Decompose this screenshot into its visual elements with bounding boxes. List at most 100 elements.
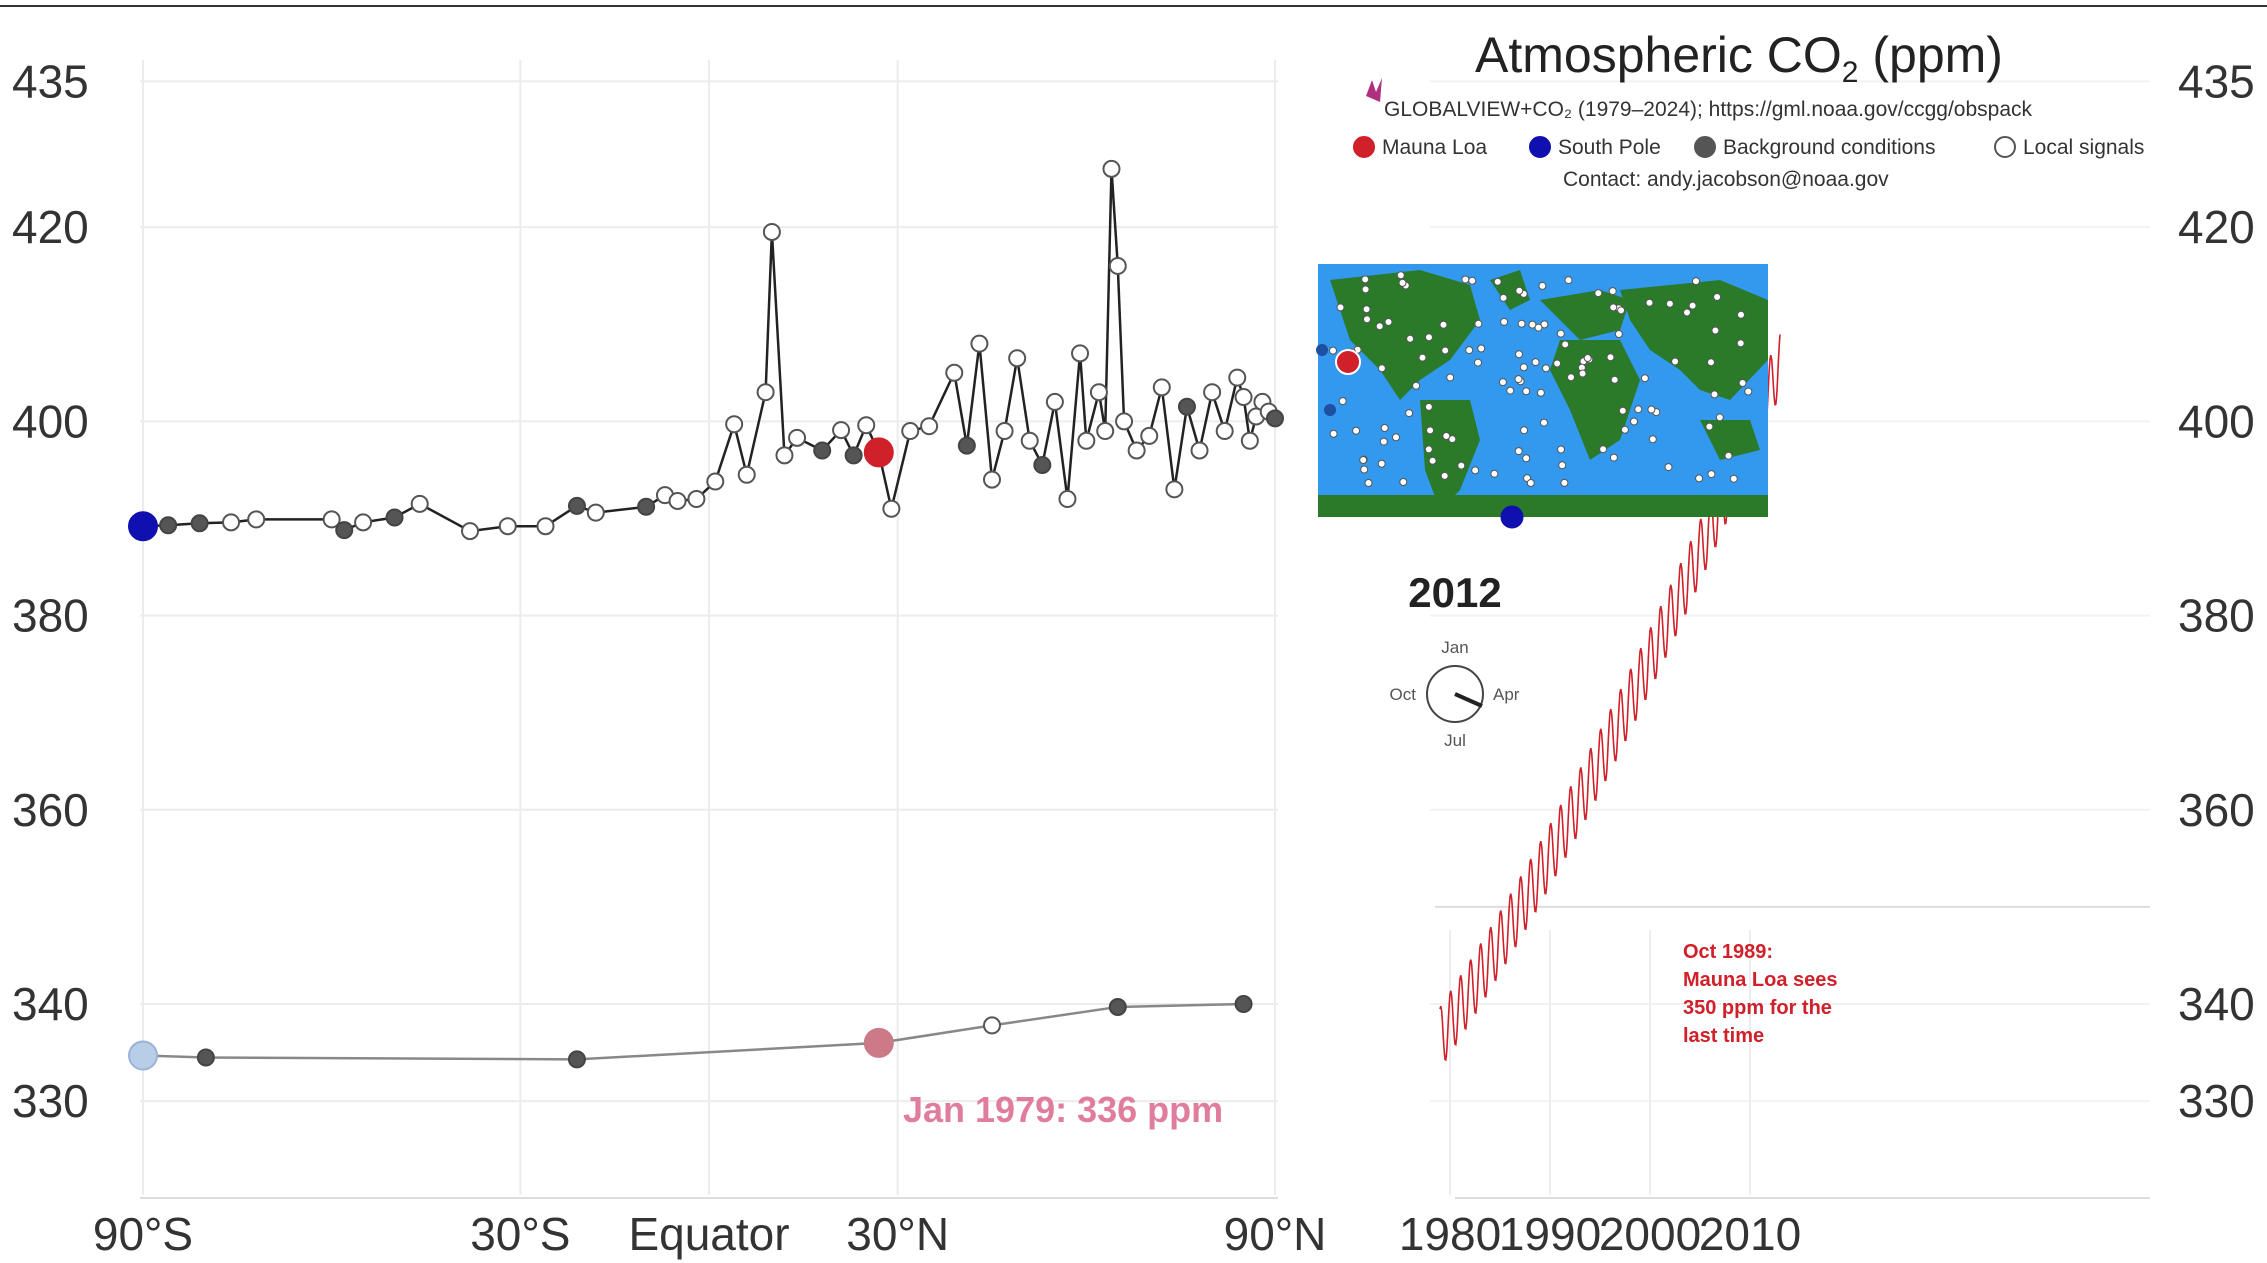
right-y-axis-labels: 330 340 360 380 400 420 435 xyxy=(2178,55,2255,1127)
data-point xyxy=(354,513,373,532)
map-station xyxy=(1406,334,1415,343)
data-point xyxy=(1177,397,1196,416)
right-gridlines xyxy=(1430,80,2150,1199)
map-station xyxy=(1729,474,1738,483)
map-station xyxy=(1442,432,1451,440)
map-station xyxy=(1618,406,1627,415)
data-point xyxy=(1228,368,1247,387)
map-station xyxy=(1640,374,1649,383)
y-tick-label-right: 340 xyxy=(2178,978,2255,1030)
data-point xyxy=(1108,997,1127,1016)
data-point xyxy=(1190,441,1209,460)
map-station xyxy=(1648,435,1657,444)
data-point xyxy=(1240,431,1259,450)
map-station xyxy=(1461,275,1470,284)
legend-marker xyxy=(1529,136,1551,158)
year-label: 2012 xyxy=(1408,569,1501,616)
annotation-line-2: Mauna Loa sees xyxy=(1683,969,1838,991)
legend-marker xyxy=(1994,136,2016,158)
data-point xyxy=(725,415,744,434)
map-station xyxy=(1515,350,1523,359)
legend-label: Background conditions xyxy=(1723,136,1935,159)
map-station xyxy=(1405,409,1414,418)
dial-bottom-label: Jul xyxy=(1444,731,1466,750)
map-station xyxy=(1705,422,1714,431)
data-point xyxy=(567,496,586,515)
data-point xyxy=(983,470,1001,489)
data-point xyxy=(706,472,725,491)
map-station xyxy=(1645,298,1654,307)
map-station xyxy=(1428,456,1437,465)
noaa-logo xyxy=(1366,78,1382,102)
data-point xyxy=(536,517,555,536)
left-x-axis-labels: 90°S 30°S Equator 30°N 90°N xyxy=(93,1208,1327,1260)
map-station xyxy=(1556,329,1565,338)
map-station xyxy=(1384,318,1393,326)
y-tick-label-left: 330 xyxy=(12,1075,89,1127)
map-station xyxy=(1599,445,1608,454)
data-point xyxy=(335,521,354,540)
land-shape xyxy=(1420,400,1480,510)
data-point xyxy=(1234,995,1253,1014)
land-shape xyxy=(1318,495,1768,517)
data-point xyxy=(637,497,656,516)
data-point xyxy=(1165,480,1184,499)
map-station xyxy=(1736,339,1745,348)
data-point xyxy=(1152,378,1171,397)
map-station xyxy=(1671,357,1680,366)
map-station xyxy=(1360,465,1369,474)
map-station xyxy=(1617,306,1626,315)
map-station xyxy=(1426,426,1435,435)
map-station xyxy=(1424,445,1433,454)
map-station xyxy=(1536,388,1545,397)
data-point xyxy=(222,513,241,532)
jan-1979-annotation: Jan 1979: 336 ppm xyxy=(903,1089,1223,1130)
dial-hand xyxy=(1454,692,1483,708)
map-station xyxy=(1514,375,1523,384)
map-station xyxy=(1363,315,1371,324)
map-station xyxy=(1499,293,1508,302)
map-station-offshore xyxy=(1324,404,1336,416)
map-station xyxy=(1471,466,1480,475)
latitude-profile-series xyxy=(128,159,1284,1071)
map-station xyxy=(1606,353,1615,362)
map-station xyxy=(1440,471,1449,480)
map-station xyxy=(1398,278,1407,287)
data-point xyxy=(1115,412,1134,431)
data-point xyxy=(863,1027,894,1058)
annotation-line-1: Oct 1989: xyxy=(1683,941,1773,963)
y-tick-label-left: 360 xyxy=(12,784,89,836)
map-station xyxy=(1608,287,1617,296)
data-point xyxy=(1140,426,1159,445)
map-station xyxy=(1583,354,1592,362)
data-point xyxy=(1096,422,1115,441)
map-station xyxy=(1683,308,1691,317)
map-station xyxy=(1517,319,1526,328)
map-station xyxy=(1531,358,1540,367)
map-station xyxy=(1418,353,1427,362)
data-point xyxy=(461,522,480,541)
map-station xyxy=(1614,330,1623,338)
x-tick-label-left: 90°S xyxy=(93,1208,193,1260)
data-point xyxy=(788,428,807,447)
x-tick-label-left: 30°S xyxy=(470,1208,570,1260)
data-point xyxy=(1033,456,1052,475)
data-point xyxy=(844,446,863,465)
legend: Mauna Loa South Pole Background conditions… xyxy=(1353,136,2144,159)
map-station xyxy=(1553,359,1562,368)
map-mauna-loa xyxy=(1335,349,1361,375)
map-station xyxy=(1715,413,1724,422)
map-station xyxy=(1477,344,1486,353)
map-south-pole xyxy=(1500,505,1524,529)
x-tick-label-left: 90°N xyxy=(1224,1208,1327,1260)
data-point xyxy=(196,1048,215,1067)
data-point xyxy=(857,416,876,435)
series-line-1 xyxy=(142,1002,1244,1061)
map-station xyxy=(1474,358,1482,367)
data-point xyxy=(995,422,1014,441)
data-point xyxy=(920,417,939,436)
data-point xyxy=(970,334,989,353)
data-point xyxy=(1215,422,1234,441)
map-station xyxy=(1710,390,1719,399)
